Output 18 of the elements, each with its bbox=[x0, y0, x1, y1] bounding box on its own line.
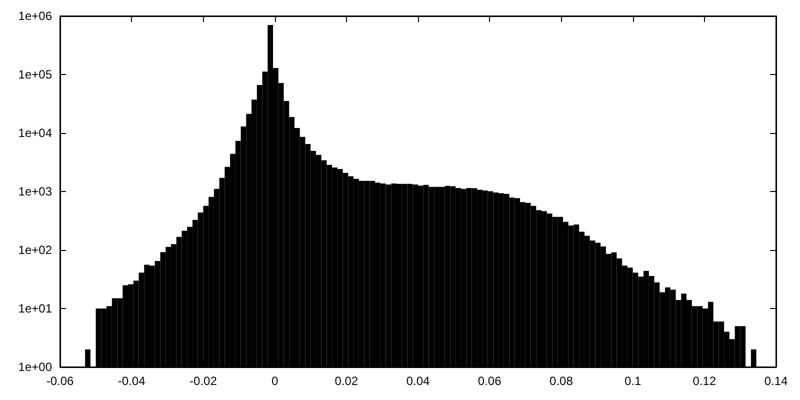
x-tick-label: 0.06 bbox=[478, 374, 502, 388]
x-tick-label: 0.14 bbox=[764, 374, 788, 388]
x-tick-label: 0.1 bbox=[624, 374, 642, 388]
x-tick-label: 0.02 bbox=[334, 374, 358, 388]
y-tick-label: 1e+01 bbox=[18, 302, 52, 316]
y-tick-label: 1e+04 bbox=[18, 126, 52, 140]
x-tick-label: -0.06 bbox=[46, 374, 74, 388]
x-tick-label: 0 bbox=[271, 374, 278, 388]
y-tick-label: 1e+03 bbox=[18, 184, 52, 198]
y-tick-label: 1e+00 bbox=[18, 360, 52, 374]
x-tick-label: 0.12 bbox=[692, 374, 716, 388]
x-tick-label: -0.04 bbox=[118, 374, 146, 388]
y-tick-label: 1e+02 bbox=[18, 243, 52, 257]
x-tick-label: -0.02 bbox=[190, 374, 218, 388]
x-tick-label: 0.08 bbox=[550, 374, 574, 388]
x-tick-label: 0.04 bbox=[406, 374, 430, 388]
y-tick-label: 1e+06 bbox=[18, 9, 52, 23]
y-tick-label: 1e+05 bbox=[18, 68, 52, 82]
